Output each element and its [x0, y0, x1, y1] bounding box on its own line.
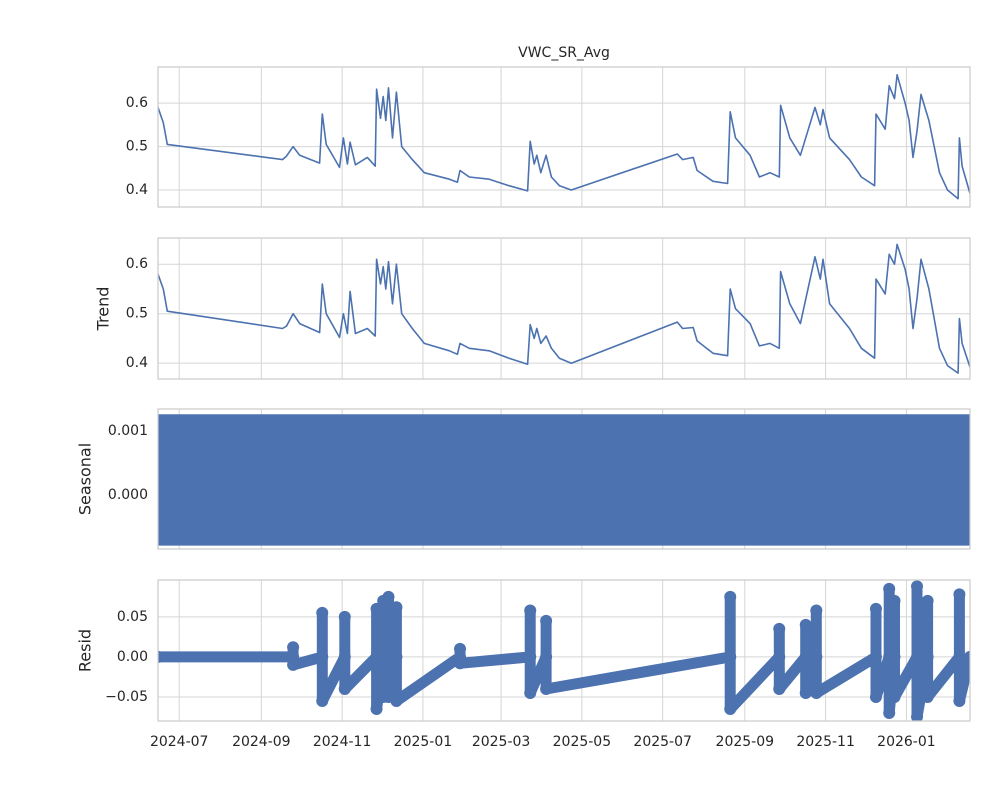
resid-point [390, 601, 403, 614]
x-tick-label: 2025-05 [553, 734, 612, 750]
resid-point [724, 702, 737, 715]
resid-point [316, 694, 329, 707]
y-tick-label: 0.5 [126, 306, 148, 322]
resid-point [158, 650, 164, 663]
y-tick-label: 0.5 [126, 139, 148, 155]
resid-point [773, 682, 786, 695]
resid-point [953, 694, 966, 707]
resid-point [338, 650, 351, 663]
y-tick-label: −0.05 [105, 689, 148, 705]
y-tick-label: 0.000 [108, 487, 148, 503]
plot-area [158, 414, 970, 546]
resid-point [888, 690, 901, 703]
axes-frame [157, 237, 971, 380]
seasonal-area [158, 414, 970, 546]
panel-title: VWC_SR_Avg [518, 45, 610, 61]
resid-point [524, 686, 537, 699]
resid-point [287, 641, 300, 654]
x-tick-label: 2026-01 [877, 734, 936, 750]
resid-point [911, 710, 924, 721]
x-tick-label: 2024-09 [232, 734, 291, 750]
data-line [158, 74, 970, 200]
resid-point [370, 602, 383, 615]
resid-point [911, 580, 924, 593]
resid-point [338, 682, 351, 695]
y-axis-label: Seasonal [76, 443, 95, 515]
y-tick-label: 0.6 [126, 256, 148, 272]
resid-point [454, 642, 467, 655]
resid-point [724, 590, 737, 603]
y-tick-label: 0.4 [126, 355, 148, 371]
resid-point [370, 702, 383, 715]
resid-point [540, 682, 553, 695]
resid-point [964, 650, 970, 663]
y-tick-label: 0.001 [108, 423, 148, 439]
resid-point [773, 622, 786, 635]
resid-point [921, 650, 934, 663]
y-axis-label: Resid [76, 629, 95, 672]
y-tick-label: 0.05 [117, 609, 148, 625]
y-tick-label: 0.00 [117, 649, 148, 665]
resid-point [316, 606, 329, 619]
resid-point [773, 650, 786, 663]
resid-point [869, 602, 882, 615]
resid-point [390, 694, 403, 707]
resid-point [883, 582, 896, 595]
plot-area [158, 74, 970, 200]
x-tick-label: 2024-11 [313, 734, 372, 750]
axes-frame [157, 408, 971, 550]
resid-point [524, 650, 537, 663]
y-axis-label: Trend [94, 287, 113, 332]
resid-point [316, 650, 329, 663]
resid-point [799, 650, 812, 663]
x-tick-label: 2025-09 [716, 734, 775, 750]
resid-point [953, 650, 966, 663]
data-line [158, 243, 970, 374]
resid-point [382, 590, 395, 603]
resid-point [524, 604, 537, 617]
resid-point [799, 686, 812, 699]
plot-area [158, 580, 970, 721]
resid-point [390, 650, 403, 663]
x-tick-label: 2025-11 [796, 734, 855, 750]
resid-point [869, 650, 882, 663]
resid-point [799, 618, 812, 631]
resid-point [810, 604, 823, 617]
resid-point [869, 690, 882, 703]
resid-point [883, 706, 896, 719]
resid-point [338, 610, 351, 623]
resid-point [810, 686, 823, 699]
x-tick-label: 2024-07 [150, 734, 209, 750]
plot-area [158, 243, 970, 374]
resid-point [888, 594, 901, 607]
y-tick-label: 0.4 [126, 182, 148, 198]
resid-point [921, 690, 934, 703]
axes-frame [157, 66, 971, 208]
resid-point [454, 657, 467, 670]
axes-frame [157, 579, 971, 722]
resid-point [724, 650, 737, 663]
resid-band [158, 580, 970, 721]
resid-point [921, 594, 934, 607]
y-tick-label: 0.6 [126, 95, 148, 111]
resid-point [888, 650, 901, 663]
resid-point [911, 650, 924, 663]
x-tick-label: 2025-07 [633, 734, 692, 750]
resid-point [540, 650, 553, 663]
resid-point [540, 614, 553, 627]
x-tick-label: 2025-01 [394, 734, 453, 750]
x-tick-label: 2025-03 [472, 734, 531, 750]
resid-point [953, 588, 966, 601]
resid-point [287, 658, 300, 671]
resid-point [810, 650, 823, 663]
